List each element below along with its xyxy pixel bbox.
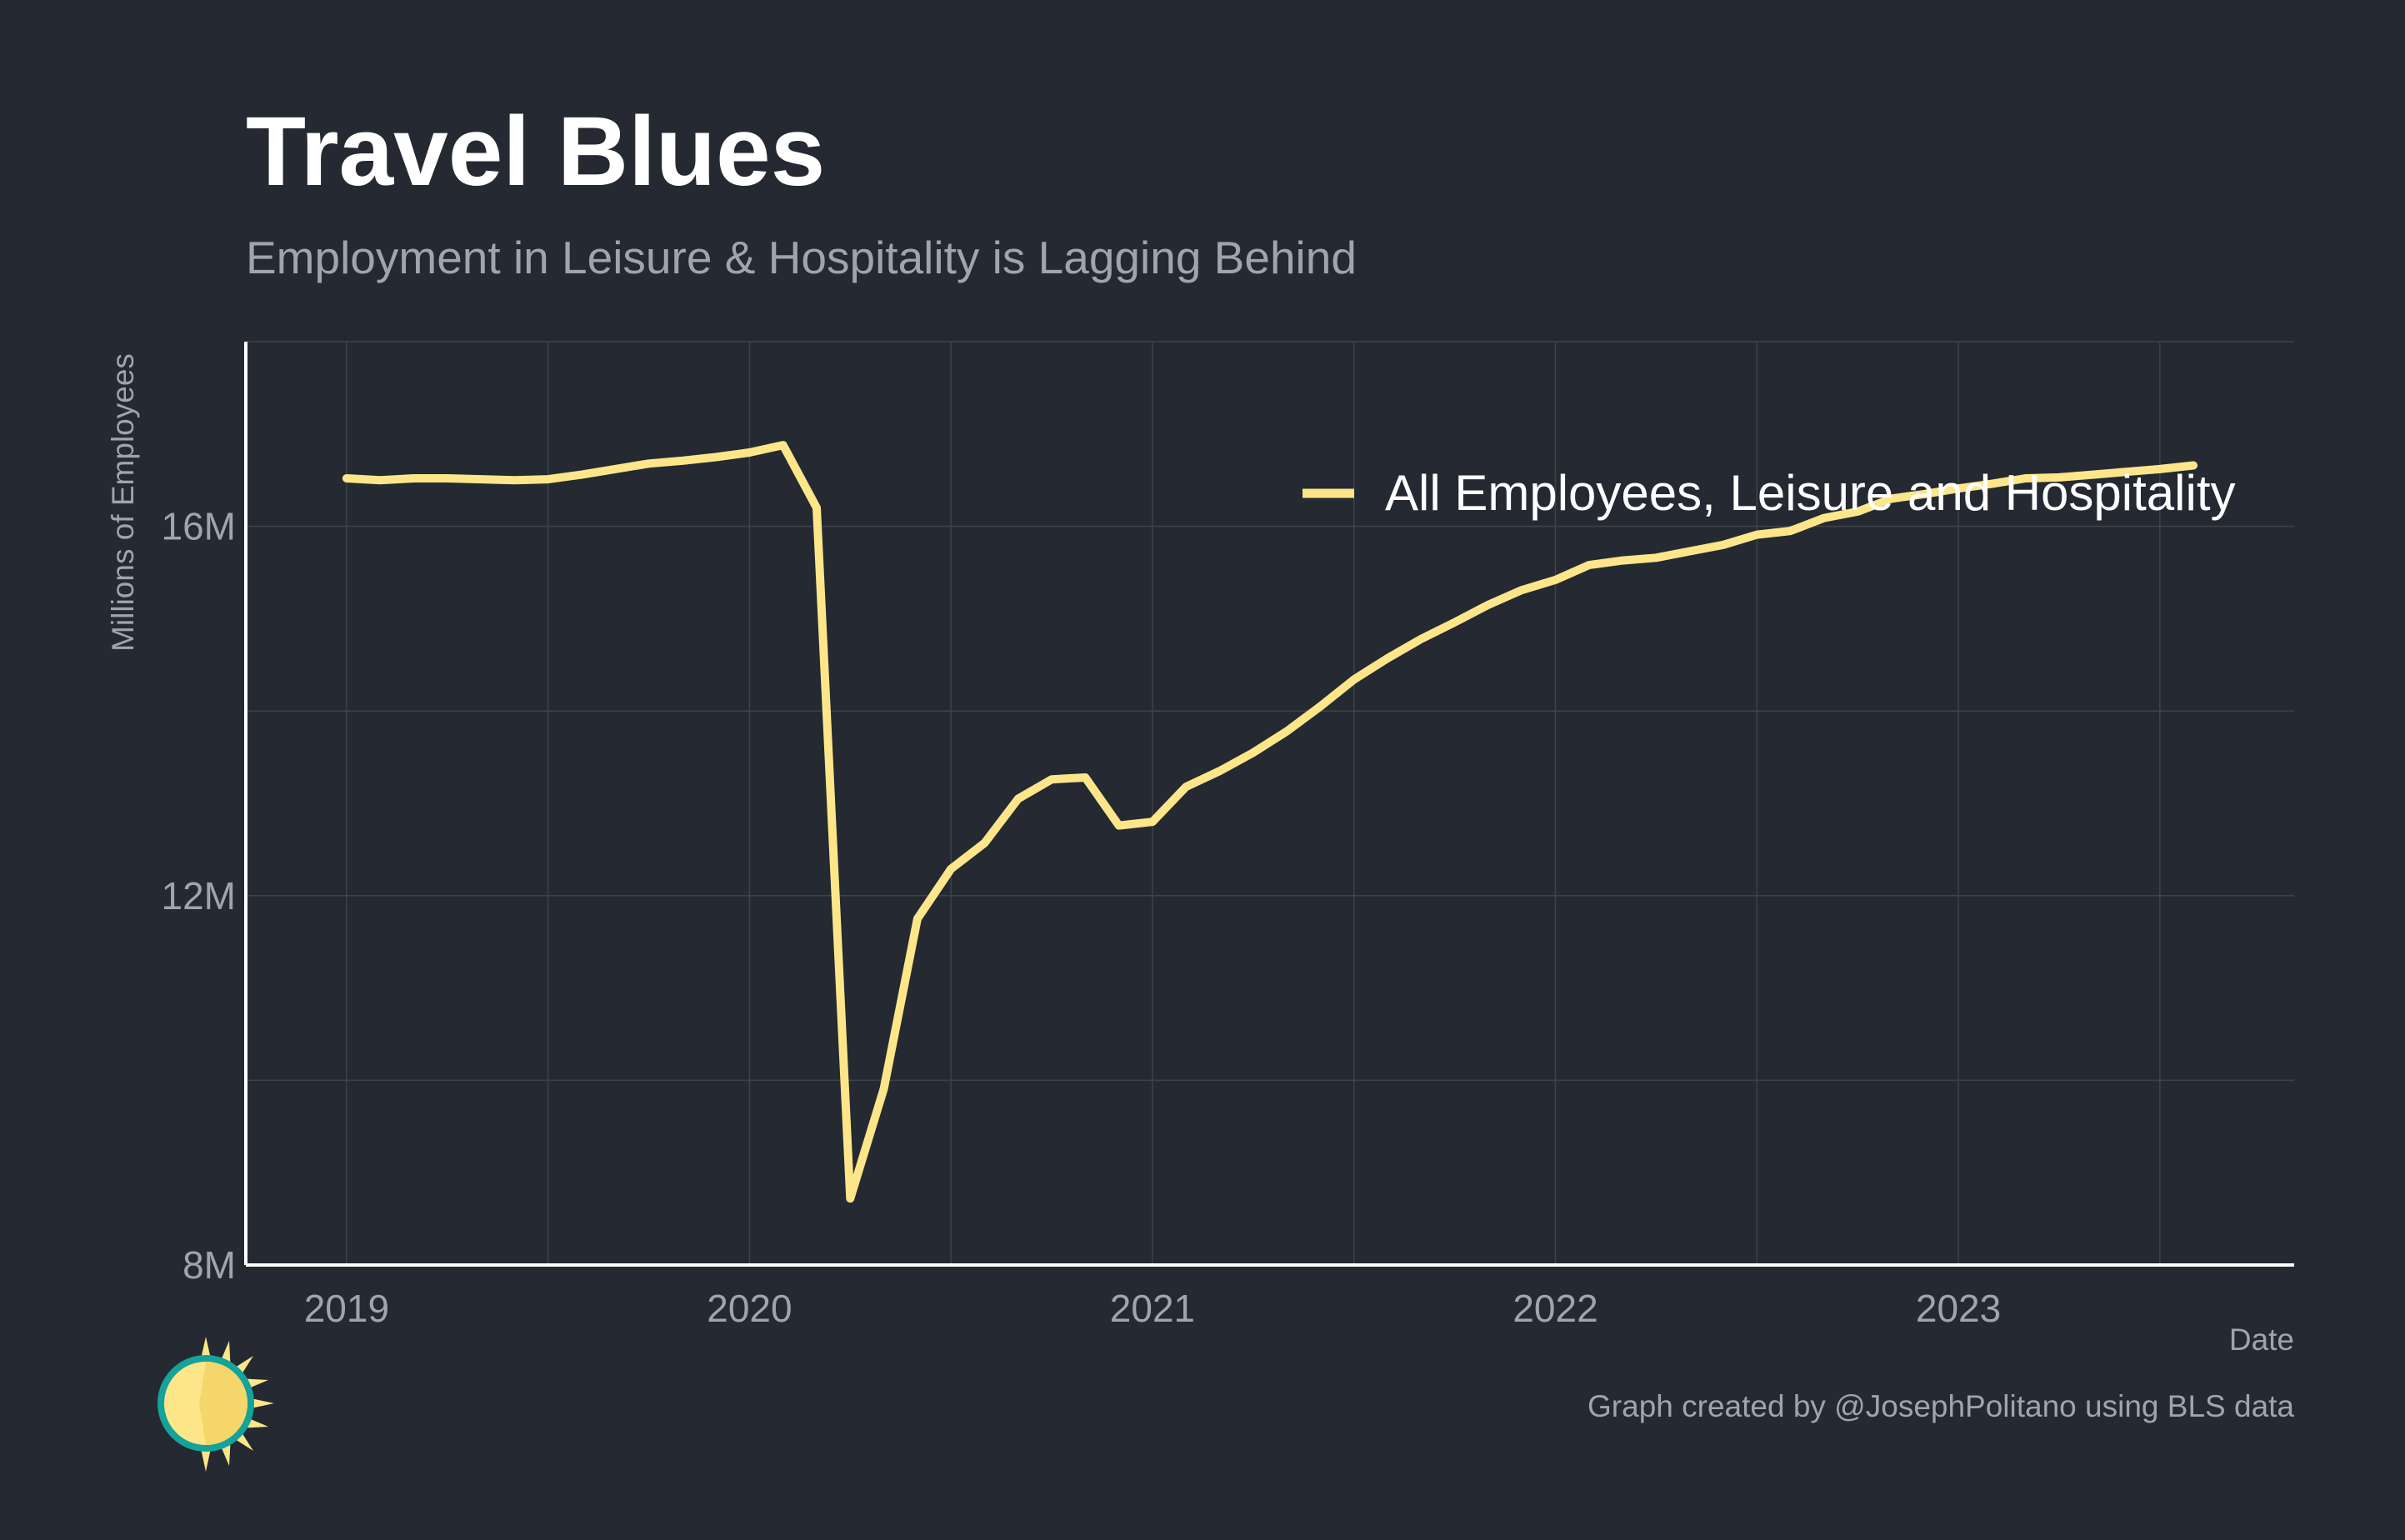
sun-logo-icon [158,1337,274,1472]
series-line [342,441,2198,1203]
y-tick-label: 12M [162,874,236,918]
y-tick-label: 16M [162,505,236,548]
x-tick-label: 2019 [304,1287,389,1330]
x-axis-label: Date [2229,1322,2294,1357]
x-tick-labels: 2019 2020 2021 2022 2023 [304,1287,2002,1330]
x-tick-label: 2021 [1110,1287,1195,1330]
legend: All Employees, Leisure and Hospitality [1302,465,2236,521]
chart-subtitle: Employment in Leisure & Hospitality is L… [246,232,1357,283]
y-tick-labels: 8M 12M 16M [162,505,236,1287]
x-tick-label: 2022 [1512,1287,1598,1330]
y-tick-label: 8M [182,1243,236,1287]
axes [244,342,2294,1267]
caption: Graph created by @JosephPolitano using B… [1588,1389,2294,1423]
series-lines [342,441,2198,1203]
x-tick-label: 2020 [707,1287,792,1330]
y-axis-label: Millions of Employees [106,353,140,652]
x-tick-label: 2023 [1916,1287,2001,1330]
chart-title: Travel Blues [246,97,825,207]
legend-label: All Employees, Leisure and Hospitality [1385,465,2236,521]
